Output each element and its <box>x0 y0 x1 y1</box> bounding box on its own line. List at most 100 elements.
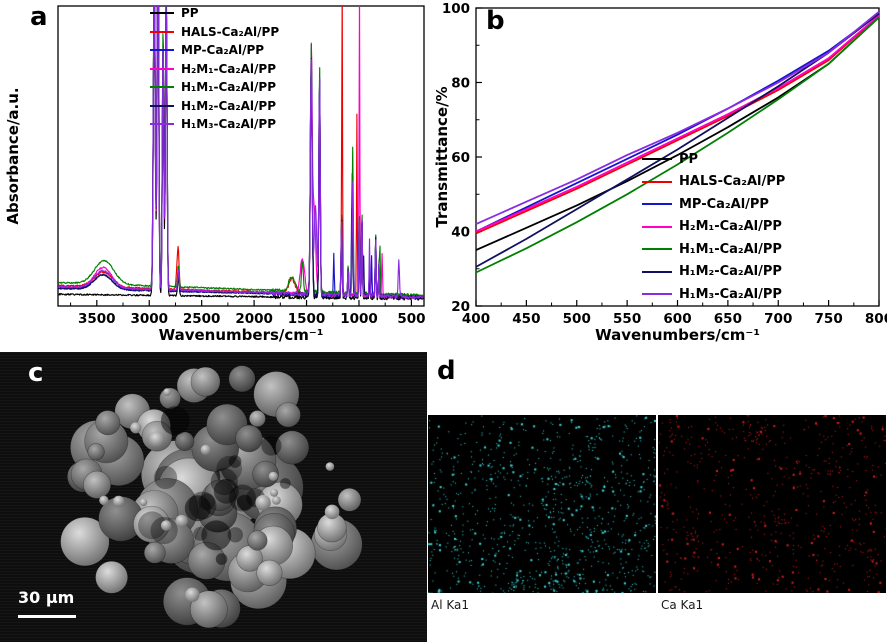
sem-particle-small <box>130 422 142 434</box>
transmittance-line-2 <box>475 12 880 233</box>
y-tick-label: 20 <box>451 299 470 315</box>
legend-label: HALS-Ca₂Al/PP <box>181 24 280 39</box>
legend-line-swatch <box>642 180 672 183</box>
sem-crevice <box>201 520 232 551</box>
transmittance-line-6 <box>475 11 880 225</box>
legend-item-0: PP <box>642 148 785 171</box>
sem-crevice <box>138 511 166 540</box>
x-tick-label: 2500 <box>183 311 221 327</box>
panel-b-transmittance: 400 450 500 550 600 650 700 750 800 20 40 60 80 100 b… <box>430 0 887 352</box>
legend-line-swatch <box>150 49 174 52</box>
x-tick-label: 3500 <box>78 311 116 327</box>
sem-crevice <box>193 526 208 541</box>
sem-particle-small <box>325 462 335 471</box>
sem-particle-small <box>270 488 279 497</box>
transmittance-line-3 <box>475 14 880 233</box>
eds-map-ca-label: Ca Ka1 <box>661 598 704 612</box>
sem-crevice <box>213 478 239 504</box>
legend-item-2: MP-Ca₂Al/PP <box>150 41 279 60</box>
sem-particle <box>275 402 301 428</box>
panel-c-sem-image: c 30 µm <box>0 352 427 642</box>
sem-scale-bar-label: 30 µm <box>18 588 75 607</box>
sem-particle <box>60 517 110 567</box>
sem-particle-small <box>324 504 340 520</box>
legend-label: H₁M₂-Ca₂Al/PP <box>679 264 782 280</box>
sem-crevice <box>227 527 243 543</box>
panel-letter-d: d <box>437 356 456 386</box>
sem-particle <box>95 560 129 594</box>
legend-line-swatch <box>642 248 672 251</box>
sem-particle <box>83 470 112 499</box>
x-tick-label: 550 <box>613 311 641 327</box>
y-tick-label: 60 <box>451 150 470 166</box>
panel-b-ylabel: Transmittance/% <box>433 86 451 228</box>
sem-particle <box>189 590 228 629</box>
legend-label: H₂M₁-Ca₂Al/PP <box>679 219 782 235</box>
sem-particle-small <box>272 496 281 505</box>
legend-item-1: HALS-Ca₂Al/PP <box>150 23 279 42</box>
panel-d-eds-maps: d Al Ka1 Ca Ka1 <box>427 352 887 642</box>
legend-item-5: H₁M₂-Ca₂Al/PP <box>642 261 785 284</box>
panel-letter-b: b <box>486 6 505 36</box>
sem-particle <box>337 488 362 512</box>
sem-crevice <box>184 495 211 522</box>
sem-crevice <box>228 455 242 468</box>
legend-item-1: HALS-Ca₂Al/PP <box>642 171 785 194</box>
sem-crevice <box>153 465 178 490</box>
legend-item-6: H₁M₃-Ca₂Al/PP <box>150 115 279 134</box>
ftir-chart-svg: 3500 3000 2500 2000 1500 1000 500 <box>57 5 426 327</box>
x-tick-label: 750 <box>815 311 843 327</box>
legend-item-6: H₁M₃-Ca₂Al/PP <box>642 283 785 306</box>
x-tick-label: 3000 <box>130 311 168 327</box>
x-tick-label: 400 <box>462 311 490 327</box>
legend-label: PP <box>679 151 699 167</box>
legend-item-3: H₂M₁-Ca₂Al/PP <box>150 60 279 79</box>
sem-particle <box>228 365 256 393</box>
legend-line-swatch <box>150 86 174 89</box>
sem-particle <box>235 424 263 453</box>
x-tick-label: 450 <box>512 311 540 327</box>
legend-item-3: H₂M₁-Ca₂Al/PP <box>642 216 785 239</box>
panel-a-legend: PP HALS-Ca₂Al/PP MP-Ca₂Al/PP H₂M₁-Ca₂Al/PP H… <box>150 4 279 134</box>
legend-label: H₁M₃-Ca₂Al/PP <box>181 117 277 132</box>
legend-item-5: H₁M₂-Ca₂Al/PP <box>150 97 279 116</box>
y-tick-label: 100 <box>442 1 470 17</box>
legend-line-swatch <box>150 67 174 70</box>
panel-a-axes-frame <box>57 5 425 307</box>
sem-crevice <box>229 484 256 512</box>
legend-label: H₁M₁-Ca₂Al/PP <box>679 241 782 257</box>
legend-line-swatch <box>642 225 672 228</box>
x-tick-label: 650 <box>714 311 742 327</box>
sem-crevice <box>210 468 238 496</box>
sem-crevice <box>261 435 282 456</box>
sem-particle <box>143 541 166 564</box>
panel-letter-c: c <box>28 358 44 388</box>
sem-scale-bar <box>18 615 76 618</box>
legend-line-swatch <box>150 12 174 15</box>
sem-particle-small <box>255 495 271 511</box>
panel-b-xlabel: Wavenumbers/cm⁻¹ <box>595 326 760 344</box>
sem-crevice <box>279 478 291 489</box>
x-tick-label: 2000 <box>235 311 273 327</box>
sem-crevice <box>160 406 190 436</box>
panel-a-xlabel: Wavenumbers/cm⁻¹ <box>158 326 324 344</box>
sem-particle <box>87 443 105 461</box>
legend-item-0: PP <box>150 4 279 23</box>
sem-particle <box>204 479 236 511</box>
legend-label: HALS-Ca₂Al/PP <box>679 174 786 190</box>
legend-label: H₂M₁-Ca₂Al/PP <box>181 61 277 76</box>
legend-line-swatch <box>150 30 174 33</box>
x-tick-label: 800 <box>865 311 887 327</box>
legend-line-swatch <box>642 203 672 206</box>
legend-label: PP <box>181 6 199 21</box>
legend-item-2: MP-Ca₂Al/PP <box>642 193 785 216</box>
eds-map-ca-canvas <box>658 415 886 593</box>
sem-particle <box>190 366 221 397</box>
x-tick-label: 1000 <box>340 311 378 327</box>
x-tick-label: 500 <box>563 311 591 327</box>
sem-particle-small <box>113 495 125 507</box>
eds-map-al-label: Al Ka1 <box>431 598 470 612</box>
x-tick-label: 700 <box>764 311 792 327</box>
legend-label: H₁M₂-Ca₂Al/PP <box>181 98 277 113</box>
